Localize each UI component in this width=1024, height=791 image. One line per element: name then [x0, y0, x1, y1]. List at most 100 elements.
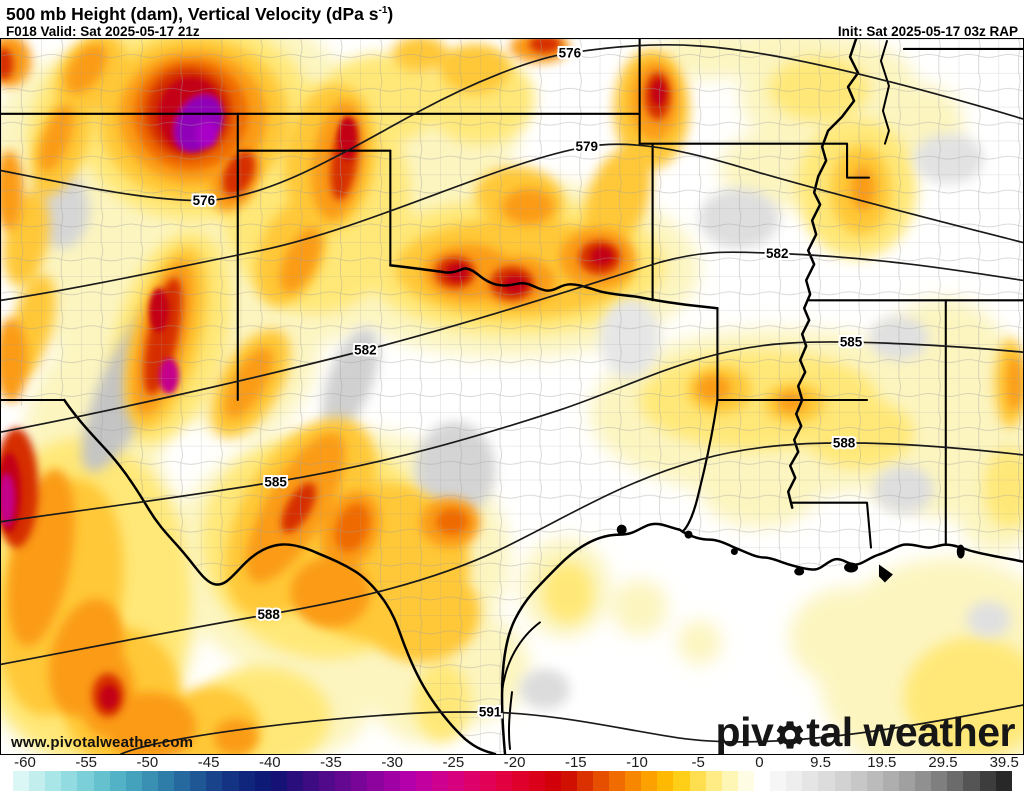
colorbar-tick-label: -35	[320, 754, 342, 771]
contour-label-582-west: 582	[354, 343, 376, 358]
valid-time-label: F018 Valid: Sat 2025-05-17 21z	[6, 23, 200, 39]
contour-label-591: 591	[479, 705, 502, 720]
colorbar-cell	[286, 771, 303, 791]
colorbar-cell	[319, 771, 336, 791]
barrier-islands	[501, 621, 541, 751]
colorbar-cell	[770, 771, 787, 791]
rio-grande	[63, 398, 497, 754]
colorbar-cell	[786, 771, 803, 791]
colorbar-tick-label: -20	[503, 754, 526, 771]
colorbar-cell	[528, 771, 545, 791]
colorbar-cell	[29, 771, 46, 791]
colorbar-cell	[367, 771, 384, 791]
contour-label-579: 579	[576, 139, 598, 154]
bays-lakes	[616, 524, 965, 583]
colorbar-cell	[641, 771, 658, 791]
colorbar-cell	[737, 771, 755, 791]
colorbar-tick-label: 9.5	[810, 754, 832, 771]
colorbar-cell	[689, 771, 706, 791]
colorbar-cell	[464, 771, 481, 791]
colorbar-cell	[254, 771, 271, 791]
colorbar-cell	[995, 771, 1012, 791]
contour-585	[1, 341, 1023, 523]
colorbar	[13, 771, 1012, 791]
colorbar-cell	[866, 771, 883, 791]
superscript: -1	[378, 5, 388, 16]
colorbar-cell	[13, 771, 30, 791]
contour-588	[1, 442, 1023, 666]
colorbar-cell	[238, 771, 255, 791]
colorbar-cell	[190, 771, 207, 791]
colorbar-cell	[447, 771, 465, 791]
colorbar-tick-label: -55	[75, 754, 98, 771]
map-canvas: 576 576 579 582 582 585 585 588 588 591	[1, 39, 1023, 754]
gear-icon	[777, 720, 804, 749]
colorbar-cell	[351, 771, 368, 791]
red-river	[389, 264, 719, 310]
colorbar-cell	[592, 771, 610, 791]
contour-591	[120, 704, 1023, 754]
colorbar-tick-label: -45	[197, 754, 220, 771]
colorbar-cell	[705, 771, 722, 791]
colorbar-cell	[721, 771, 738, 791]
colorbar-cell	[979, 771, 996, 791]
gulf-coastline	[500, 522, 1023, 754]
contour-label-585-west: 585	[264, 474, 287, 489]
colorbar-cell	[754, 771, 771, 791]
contour-labels: 576 576 579 582 582 585 585 588 588 591	[191, 44, 865, 722]
header: 500 mb Height (dam), Vertical Velocity (…	[0, 0, 1024, 39]
colorbar-tick-label: -60	[14, 754, 36, 771]
contour-579	[1, 143, 1023, 302]
pivotal-weather-logo: piv tal weather	[715, 709, 1016, 755]
colorbar-ticks: -60 -55 -50 -45 -40 -35 -30 -25 -20 -15 -10 -5 0 9.5 1…	[0, 754, 1024, 771]
colorbar-cell	[625, 771, 642, 791]
colorbar-cell	[576, 771, 593, 791]
colorbar-cell	[480, 771, 497, 791]
colorbar-cell	[931, 771, 948, 791]
weather-map: 576 576 579 582 582 585 585 588 588 591 …	[0, 38, 1024, 755]
colorbar-cell	[657, 771, 674, 791]
colorbar-tick-label: -50	[136, 754, 159, 771]
colorbar-tick-label: -40	[258, 754, 281, 771]
colorbar-cell	[141, 771, 158, 791]
colorbar-cell	[383, 771, 400, 791]
colorbar-tick-label: -15	[564, 754, 587, 771]
colorbar-cell	[899, 771, 916, 791]
colorbar-cell	[45, 771, 62, 791]
contour-label-576-west: 576	[193, 193, 215, 208]
colorbar-cell	[512, 771, 529, 791]
colorbar-cell	[174, 771, 191, 791]
colorbar-cell	[802, 771, 819, 791]
contour-label-576-north: 576	[559, 46, 581, 61]
contour-label-582-east: 582	[766, 246, 788, 261]
colorbar-cell	[834, 771, 851, 791]
tennessee-river	[879, 39, 890, 145]
colorbar-cell	[850, 771, 867, 791]
mississippi-river	[786, 39, 860, 509]
colorbar-tick-label: -30	[381, 754, 404, 771]
colorbar-tick-label: 29.5	[928, 754, 958, 771]
contour-576	[1, 43, 1023, 202]
contour-label-588-east: 588	[833, 435, 856, 450]
colorbar-cell	[302, 771, 320, 791]
colorbar-cell	[496, 771, 513, 791]
height-contours	[1, 43, 1023, 754]
colorbar-cell	[335, 771, 352, 791]
page-title: 500 mb Height (dam), Vertical Velocity (…	[6, 3, 394, 24]
init-time-label: Init: Sat 2025-05-17 03z RAP	[837, 23, 1018, 39]
colorbar-cell	[609, 771, 626, 791]
logo-text-piv: piv	[715, 709, 774, 755]
colorbar-cell	[157, 771, 175, 791]
colorbar-cell	[818, 771, 835, 791]
rivers-coastline	[63, 39, 1023, 754]
colorbar-cell	[963, 771, 980, 791]
colorbar-cell	[882, 771, 900, 791]
state-borders	[1, 39, 1023, 549]
colorbar-cell	[673, 771, 690, 791]
contour-582	[1, 251, 1023, 433]
colorbar-cell	[222, 771, 239, 791]
colorbar-cell	[270, 771, 287, 791]
colorbar-cell	[77, 771, 94, 791]
contour-label-585-east: 585	[840, 335, 863, 350]
